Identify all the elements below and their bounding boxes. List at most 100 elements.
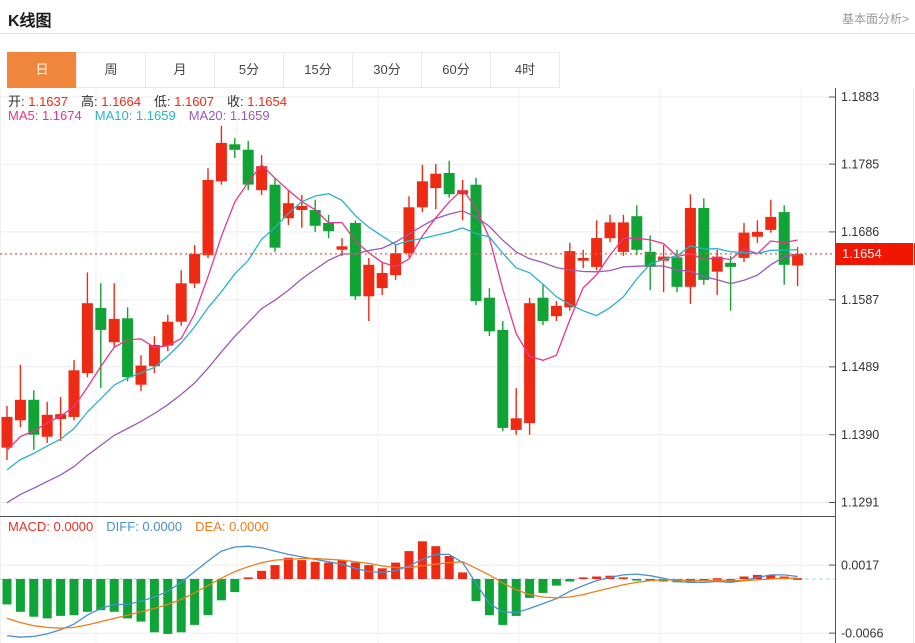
tab-month[interactable]: 月 <box>145 52 215 88</box>
macd-hist-bar <box>176 579 186 633</box>
axis-tick-label: 0.0017 <box>841 558 879 572</box>
candle-body <box>483 297 495 332</box>
macd-hist-bar <box>672 579 682 583</box>
tab-60min[interactable]: 60分 <box>421 52 491 88</box>
macd-hist-bar <box>645 579 655 581</box>
macd-hist-bar <box>163 579 173 634</box>
macd-hist-bar <box>551 579 561 586</box>
macd-hist-bar <box>471 579 481 602</box>
candle-body <box>135 365 147 385</box>
tab-5min[interactable]: 5分 <box>214 52 284 88</box>
candle-body <box>390 253 402 276</box>
macd-hist-bar <box>69 579 79 616</box>
macd-hist-bar <box>404 551 414 579</box>
candle-body <box>336 246 348 250</box>
macd-hist-bar <box>431 546 441 579</box>
candle-body <box>470 184 482 302</box>
macd-hist-bar <box>498 579 508 625</box>
macd-hist-bar <box>712 578 722 580</box>
macd-hist-bar <box>337 560 347 579</box>
macd-hist-bar <box>243 577 253 579</box>
candle-body <box>95 308 107 330</box>
axis-tick-label: 1.1883 <box>841 90 879 104</box>
kline-chart[interactable]: 1.1883 1.1785 1.1686 1.1587 1.1489 1.1390 1.12… <box>0 88 915 643</box>
axis-tick-label: 1.1489 <box>841 360 879 374</box>
macd-hist-bar <box>444 556 454 579</box>
candle-body <box>698 208 710 280</box>
tab-week[interactable]: 周 <box>76 52 146 88</box>
candle-body <box>792 253 804 266</box>
macd-hist-bar <box>525 579 535 598</box>
candle-body <box>363 264 375 297</box>
dea-line <box>6 557 798 629</box>
header-divider <box>0 33 915 34</box>
macd-hist-bar <box>565 579 575 582</box>
candle-body <box>148 345 160 367</box>
candle-body <box>189 253 201 284</box>
macd-hist-bar <box>29 579 39 617</box>
candle-body <box>41 414 53 437</box>
macd-hist-bar <box>270 565 280 579</box>
candle-body <box>242 149 254 185</box>
candle-body <box>671 257 683 287</box>
candle-body <box>376 273 388 289</box>
macd-hist-bar <box>458 572 468 579</box>
candle-body <box>349 223 361 297</box>
macd-hist-bar <box>2 579 12 605</box>
candle-body <box>443 173 455 195</box>
fundamental-analysis-link[interactable]: 基本面分析> <box>841 12 909 26</box>
candle-body <box>457 190 469 195</box>
candle-body <box>256 166 268 191</box>
candle-body <box>416 181 428 208</box>
axis-tick-label: -0.0066 <box>841 626 883 640</box>
macd-hist-bar <box>618 577 628 579</box>
macd-hist-bar <box>538 579 548 593</box>
candle-body <box>28 399 40 435</box>
macd-hist-bar <box>56 579 66 616</box>
candle-body <box>81 303 93 374</box>
macd-hist-bar <box>42 579 52 619</box>
macd-hist-bar <box>310 561 320 579</box>
axis-tick-label: 1.1686 <box>841 225 879 239</box>
macd-hist-bar <box>632 579 642 581</box>
candle-body <box>269 184 281 248</box>
macd-hist-bar <box>739 576 749 579</box>
candle-body <box>68 370 80 417</box>
candle-body <box>725 262 737 267</box>
candle-body <box>403 207 415 254</box>
candle-body <box>778 212 790 265</box>
macd-hist-bar <box>793 578 803 580</box>
candle-body <box>751 231 763 237</box>
candle-body <box>564 251 576 308</box>
tab-day[interactable]: 日 <box>7 52 77 88</box>
candle-body <box>309 210 321 226</box>
macd-hist-bar <box>96 579 106 611</box>
tab-4hour[interactable]: 4时 <box>490 52 560 88</box>
page-title: K线图 <box>8 13 52 30</box>
tab-30min[interactable]: 30分 <box>352 52 422 88</box>
axis-tick-label: 1.1785 <box>841 157 879 171</box>
candle-body <box>202 179 214 256</box>
candle-body <box>14 399 26 421</box>
macd-hist-bar <box>324 562 334 579</box>
macd-hist-bar <box>350 562 360 579</box>
candle-body <box>282 203 294 219</box>
interval-tabbar: 日周月 5分 15分 30分 60分 4时 <box>7 52 560 88</box>
candle-body <box>122 318 134 378</box>
candle-body <box>550 305 562 317</box>
macd-hist-bar <box>15 579 25 612</box>
candle-body <box>738 232 750 258</box>
macd-hist-bar <box>699 579 709 581</box>
panel-right-border <box>913 88 914 643</box>
candle-body <box>524 303 536 424</box>
macd-hist-bar <box>190 579 200 625</box>
axis-tick-label: 1.1390 <box>841 428 879 442</box>
tab-15min[interactable]: 15分 <box>283 52 353 88</box>
macd-hist-bar <box>283 557 293 579</box>
macd-hist-bar <box>123 579 133 619</box>
candle-body <box>644 251 656 267</box>
kline-canvas[interactable]: 1.1883 1.1785 1.1686 1.1587 1.1489 1.1390 1.12… <box>0 88 915 643</box>
candle-body <box>617 222 629 252</box>
candle-body <box>175 283 187 322</box>
ma5-line <box>6 163 798 451</box>
